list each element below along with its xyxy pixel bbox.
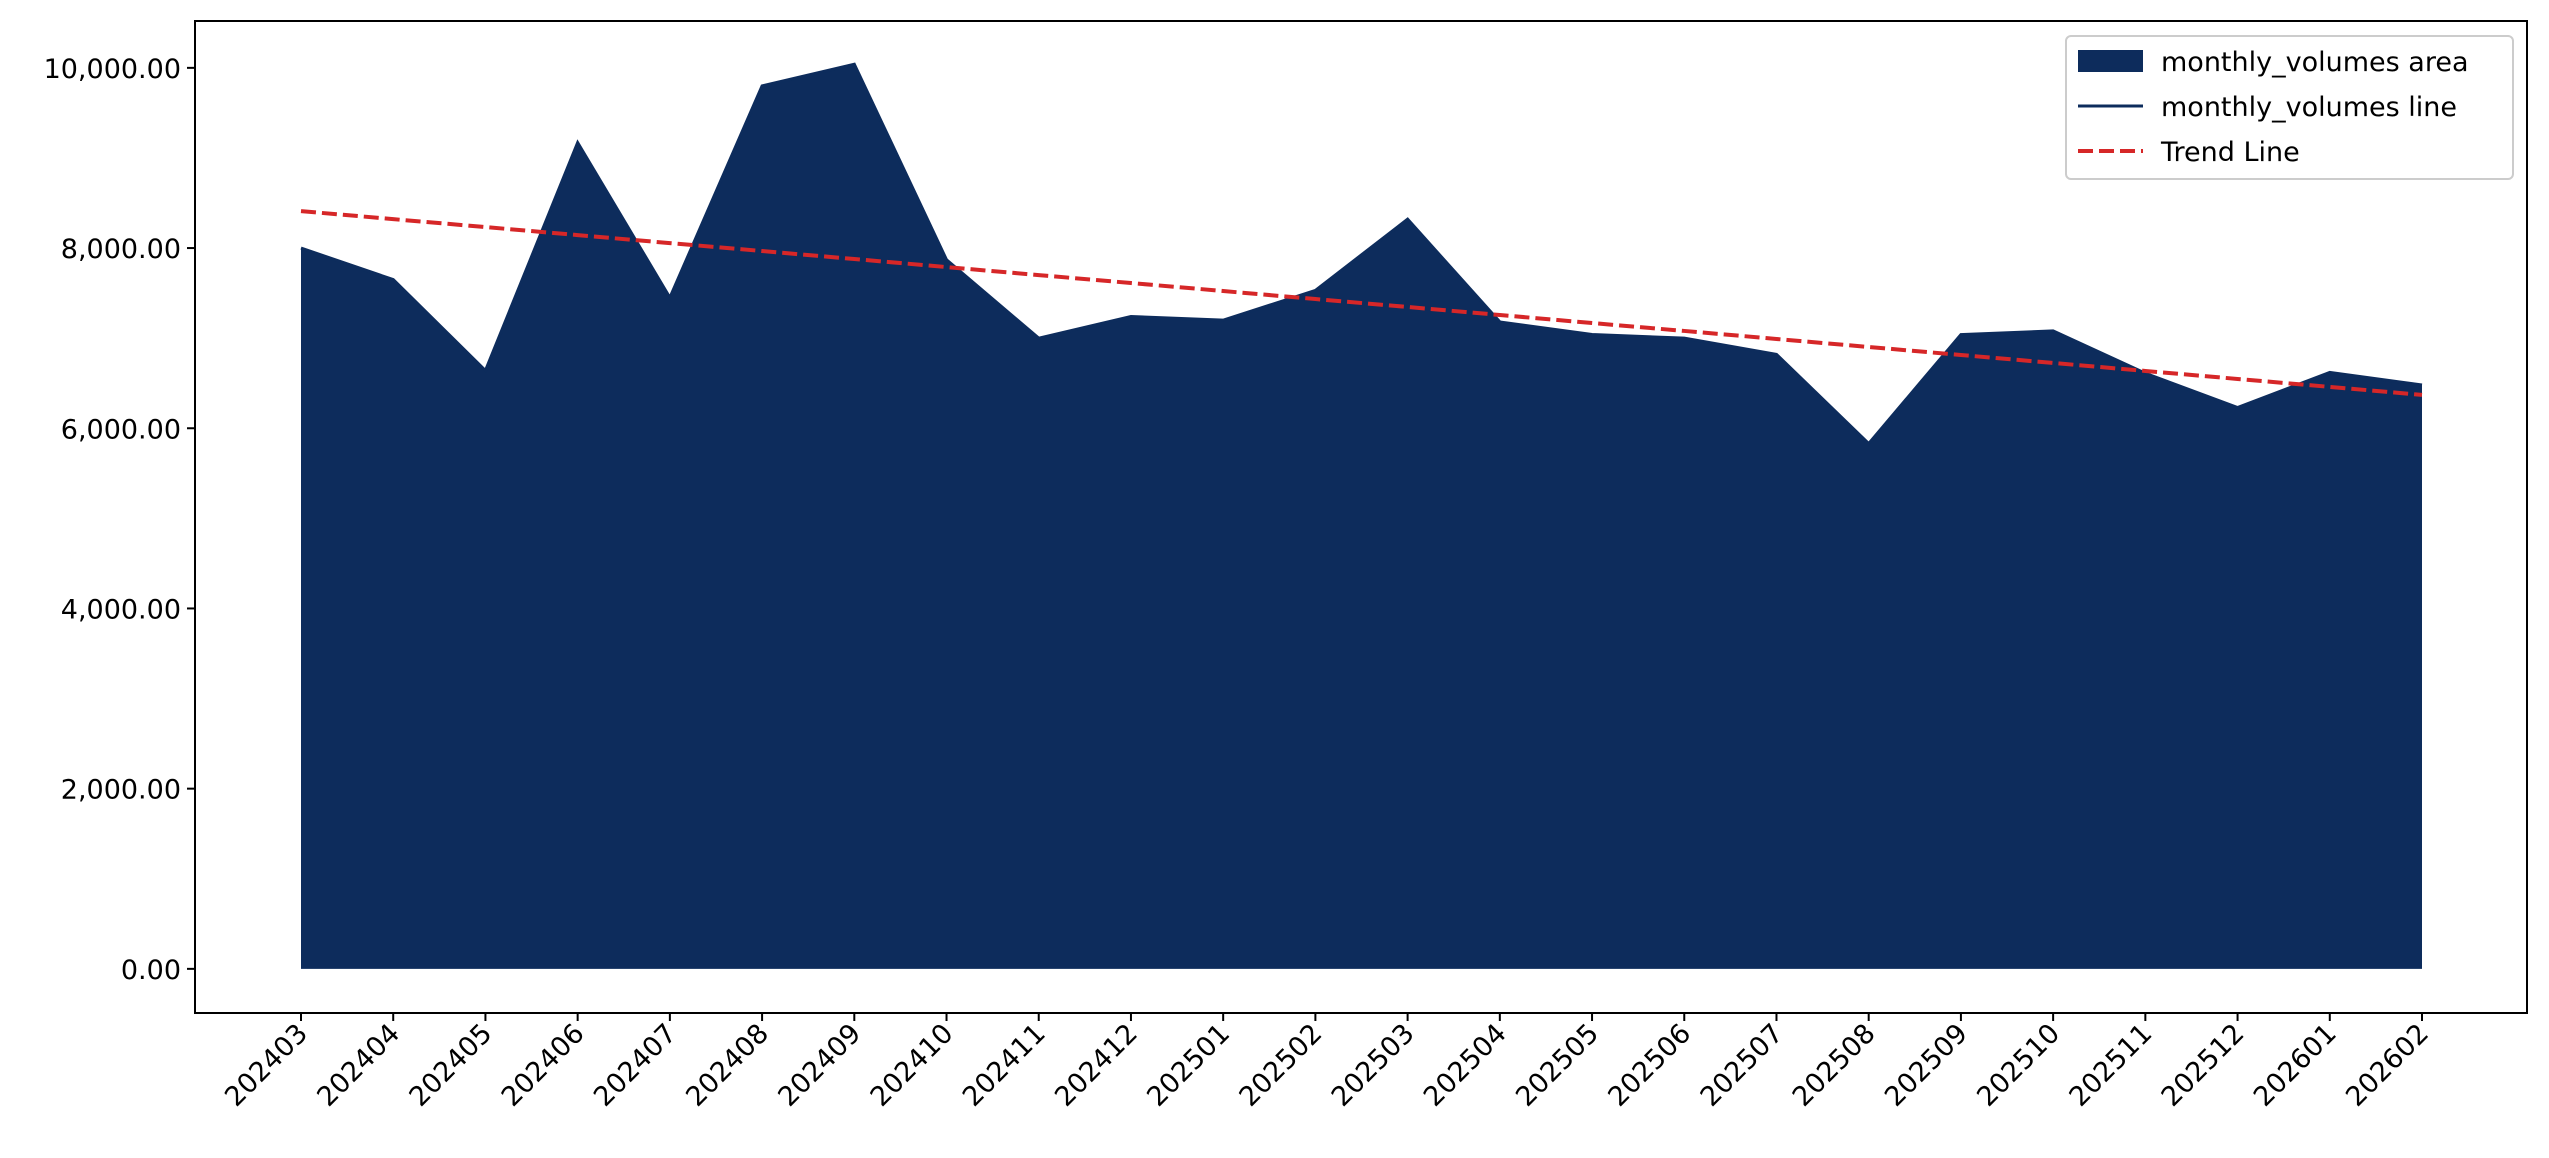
legend-swatch [2078,50,2143,72]
y-tick-label: 0.00 [121,955,181,986]
legend-box [2065,35,2514,180]
y-tick-label: 4,000.00 [61,594,181,625]
x-tick-label: 202507 [1695,1018,1790,1113]
x-tick-label: 202405 [404,1018,499,1113]
x-tick-label: 202511 [2063,1018,2158,1113]
legend-label: monthly_volumes area [2161,47,2469,78]
x-tick-label: 202409 [772,1018,867,1113]
x-tick-label: 202412 [1049,1018,1144,1113]
x-tick-label: 202510 [1971,1018,2066,1113]
y-tick-label: 2,000.00 [61,775,181,806]
y-tick-label: 10,000.00 [44,54,181,85]
y-tick-label: 6,000.00 [61,414,181,445]
x-tick-label: 202407 [588,1018,683,1113]
x-tick-label: 202512 [2156,1018,2251,1113]
area [301,64,2422,969]
x-tick-label: 202509 [1879,1018,1974,1113]
x-tick-label: 202408 [680,1018,775,1113]
plot-frame [194,20,2528,1014]
line [300,209,2423,397]
x-tick-label: 202403 [219,1018,314,1113]
x-tick-label: 202506 [1602,1018,1697,1113]
x-tick-label: 202502 [1234,1018,1329,1113]
line [300,62,2423,446]
x-tick-label: 202406 [496,1018,591,1113]
x-tick-label: 202508 [1787,1018,1882,1113]
x-tick-label: 202601 [2248,1018,2343,1113]
y-tick-label: 8,000.00 [61,234,181,265]
legend-label: monthly_volumes line [2161,92,2457,123]
x-tick-label: 202504 [1418,1018,1513,1113]
x-tick-label: 202501 [1141,1018,1236,1113]
x-tick-label: 202404 [311,1018,406,1113]
x-tick-label: 202410 [865,1018,960,1113]
x-tick-label: 202602 [2340,1018,2435,1113]
x-tick-label: 202505 [1510,1018,1605,1113]
x-tick-label: 202411 [957,1018,1052,1113]
x-tick-label: 202503 [1326,1018,1421,1113]
legend-label: Trend Line [2160,137,2300,168]
